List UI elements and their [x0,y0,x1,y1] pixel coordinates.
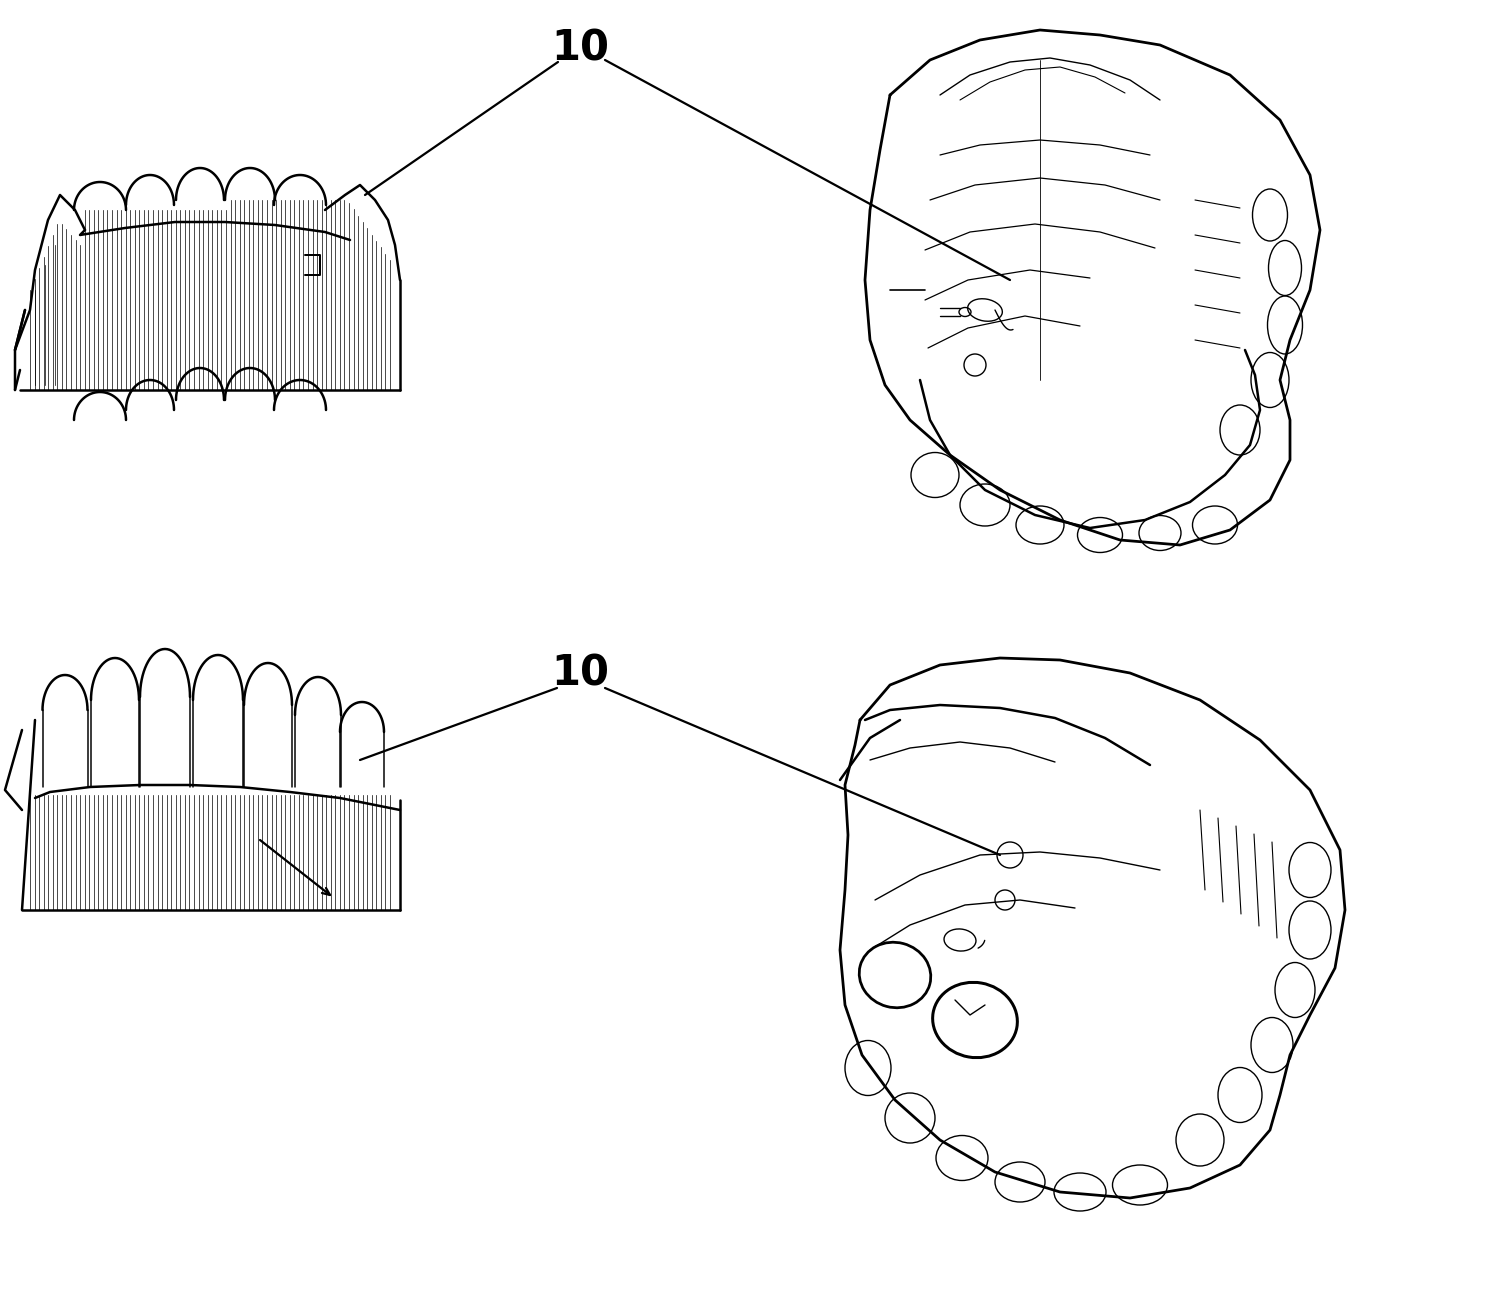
Text: 10: 10 [551,652,610,694]
Text: 10: 10 [551,27,610,69]
